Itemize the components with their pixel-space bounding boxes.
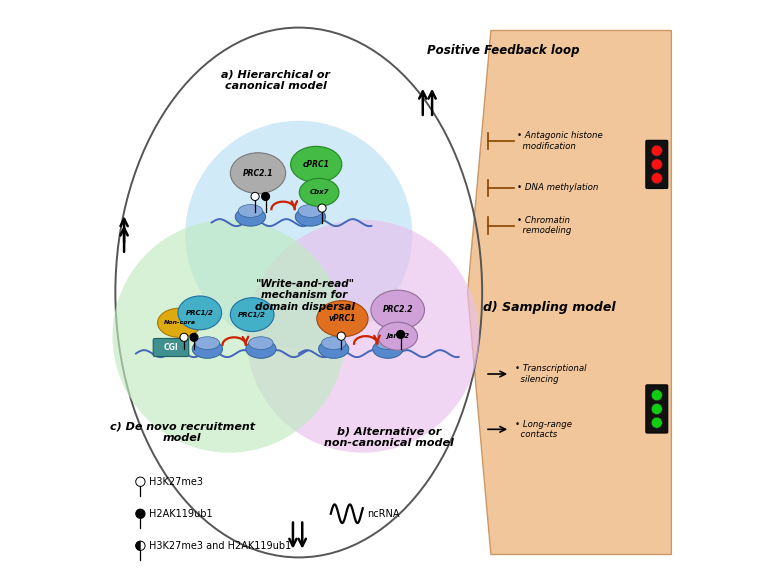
Text: vPRC1: vPRC1 [329,314,356,323]
Circle shape [651,159,662,170]
Text: Jarid2: Jarid2 [386,333,409,339]
Ellipse shape [249,337,273,350]
Circle shape [651,145,662,156]
Text: "Write-and-read"
mechanism for
domain dispersal: "Write-and-read" mechanism for domain di… [254,279,355,312]
Ellipse shape [298,205,323,218]
Ellipse shape [373,340,403,358]
Circle shape [135,509,145,518]
Ellipse shape [178,296,222,330]
Text: • Antagonic histone
  modification: • Antagonic histone modification [517,132,603,151]
Circle shape [251,192,259,201]
Circle shape [651,390,662,401]
Circle shape [113,220,345,453]
Ellipse shape [376,337,400,350]
Ellipse shape [235,208,265,226]
Ellipse shape [318,340,349,358]
Ellipse shape [230,153,286,194]
Text: • Chromatin
  remodeling: • Chromatin remodeling [517,216,572,235]
Ellipse shape [321,337,346,350]
Ellipse shape [192,340,223,358]
FancyBboxPatch shape [646,140,668,188]
FancyBboxPatch shape [646,385,668,433]
Text: PRC1/2: PRC1/2 [186,310,214,316]
Ellipse shape [195,337,219,350]
Circle shape [337,332,345,340]
Text: PRC1/2: PRC1/2 [238,312,266,318]
Ellipse shape [300,178,339,207]
Text: b) Alternative or
non-canonical model: b) Alternative or non-canonical model [324,426,454,448]
Circle shape [651,404,662,414]
Ellipse shape [246,340,276,358]
Ellipse shape [158,308,202,338]
Text: d) Sampling model: d) Sampling model [483,301,615,314]
Text: H3K27me3: H3K27me3 [149,477,202,487]
Circle shape [190,333,198,342]
FancyBboxPatch shape [153,339,189,356]
Wedge shape [135,541,140,550]
Text: PRC2.1: PRC2.1 [243,168,273,178]
Ellipse shape [317,301,368,337]
Text: cPRC1: cPRC1 [303,160,330,169]
Ellipse shape [371,290,425,330]
Circle shape [651,417,662,428]
Text: Non-core: Non-core [163,320,195,325]
Circle shape [135,541,145,550]
Text: a) Hierarchical or
canonical model: a) Hierarchical or canonical model [221,69,330,91]
Text: Cbx7: Cbx7 [310,190,329,195]
Ellipse shape [378,322,418,350]
Text: ncRNA: ncRNA [367,509,399,519]
Text: Positive Feedback loop: Positive Feedback loop [427,44,580,57]
Circle shape [185,121,412,348]
Text: PRC2.2: PRC2.2 [383,305,413,315]
Text: • Long-range
  contacts: • Long-range contacts [515,419,572,439]
Circle shape [180,333,188,342]
Ellipse shape [230,298,274,332]
Circle shape [397,331,405,339]
Text: • DNA methylation: • DNA methylation [517,183,598,192]
Circle shape [247,220,479,453]
Text: c) De novo recruitment
model: c) De novo recruitment model [110,421,255,443]
Ellipse shape [238,205,263,218]
Circle shape [651,173,662,184]
Circle shape [135,477,145,486]
Text: H3K27me3 and H2AK119ub1: H3K27me3 and H2AK119ub1 [149,541,291,550]
Circle shape [261,192,270,201]
Polygon shape [468,30,671,555]
Text: • Transcriptional
  silencing: • Transcriptional silencing [515,364,587,384]
Ellipse shape [296,208,325,226]
Circle shape [318,204,326,212]
Text: H2AK119ub1: H2AK119ub1 [149,509,212,519]
Ellipse shape [291,146,342,183]
Text: CGI: CGI [163,343,178,352]
